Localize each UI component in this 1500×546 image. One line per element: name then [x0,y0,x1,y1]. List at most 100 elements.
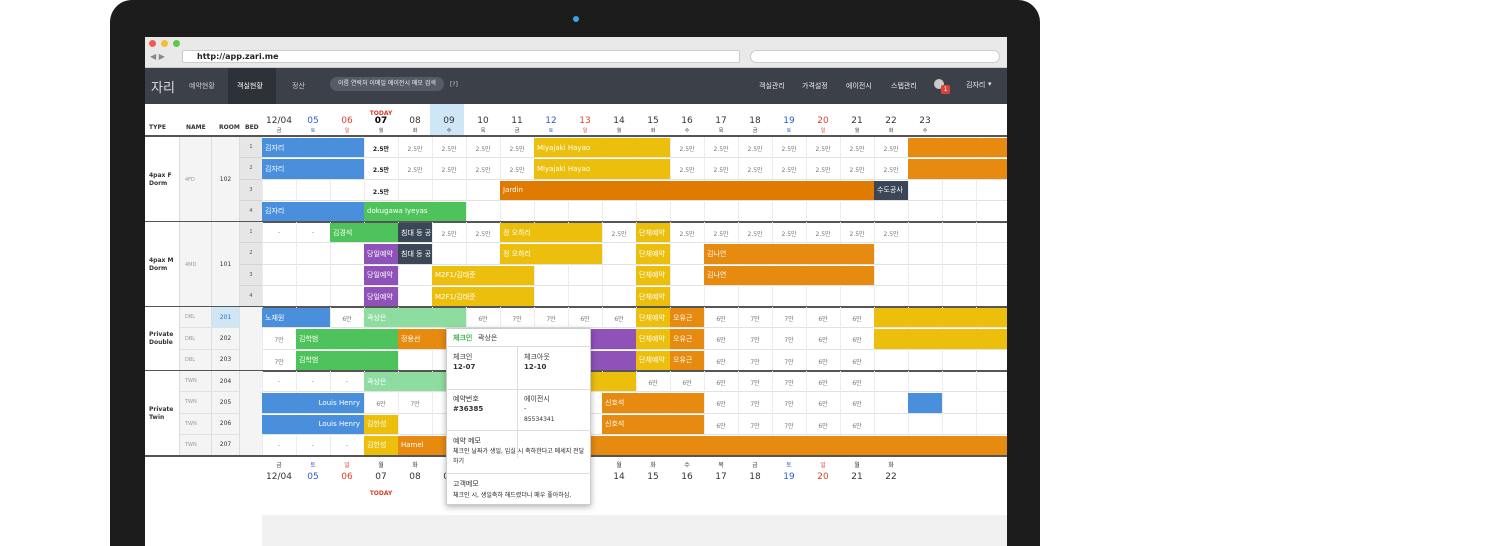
booking-bar[interactable]: 단체예약 [636,286,670,307]
cell-line [738,158,739,180]
nav-menu-item[interactable]: 정산 [292,82,305,90]
booking-bar[interactable]: 당일예약 [364,244,398,264]
today-label: TODAY [369,490,393,497]
row-line [240,327,1007,329]
booking-bar[interactable]: 정 오하리 [500,244,602,264]
cell-line [942,285,943,308]
booking-bar[interactable]: 단체예약 [636,223,670,243]
browser-search[interactable] [750,50,1000,63]
price: 2.5만 [815,146,831,153]
booking-bar[interactable]: 김한성 [364,414,398,434]
cell-line [602,222,603,244]
price: 2.5만 [883,146,899,153]
booking-bar[interactable] [908,393,942,413]
nav-right-item[interactable]: 에이전시 [846,82,872,90]
user-menu[interactable]: 김자리 [966,81,986,89]
minimize-dot[interactable] [161,40,168,47]
booking-bar[interactable]: 오유근 [670,350,704,370]
booking-bar[interactable]: 수도공사 [874,180,908,200]
url-bar[interactable]: http://app.zari.me [182,50,740,63]
nav-menu-item[interactable]: 객실현황 [237,82,263,90]
cell-line [772,285,773,308]
cell-line [806,285,807,308]
bottom-weekday: 월 [854,462,860,469]
cell-line [738,392,739,414]
price: 6만 [818,422,828,430]
booking-bar[interactable]: 곽상은 [364,371,466,392]
bottom-date: 06 [341,472,353,482]
price: 6만 [648,379,658,387]
booking-bar[interactable]: 김학범 [296,329,398,349]
price: 2.5만 [407,146,423,153]
booking-bar[interactable]: 침대 등 공 [398,244,432,264]
booking-bar[interactable]: 김나연 [704,265,874,285]
booking-bar[interactable]: 단체예약 [636,329,670,349]
booking-bar[interactable]: Miyajaki Hayao [534,159,670,179]
booking-bar[interactable]: 당일예약 [364,286,398,307]
nav-right-item[interactable]: 객실관리 [759,82,785,90]
nav-right-item[interactable]: 가격설정 [802,82,828,90]
booking-bar[interactable]: 단체예약 [636,350,670,370]
booking-bar[interactable]: 오유근 [670,308,704,328]
search-input[interactable]: 이름 연락처 이메일 에이전시 메모 검색 [330,77,444,91]
booking-bar[interactable]: M2F1/김태준 [432,286,534,307]
cell-line [636,200,637,223]
booking-bar[interactable]: 오유근 [670,329,704,349]
booking-bar[interactable] [908,159,1007,179]
booking-bar[interactable]: Miyajaki Hayao [534,138,670,158]
booking-bar[interactable] [908,138,1007,158]
booking-bar[interactable]: 노재원 [262,308,330,328]
booking-bar[interactable]: 침대 등 공 [398,223,432,243]
bottom-date: 08 [409,472,421,482]
booking-bar[interactable]: 신호석 [602,414,704,434]
cell-line [602,285,603,308]
booking-bar[interactable]: 김자리 [262,138,364,158]
price: 6만 [716,379,726,387]
divider [446,473,591,474]
globe-icon[interactable] [934,79,944,89]
nav-right-item[interactable]: 스텝관리 [891,82,917,90]
booking-bar[interactable] [874,308,1007,328]
booking-bar[interactable]: Louis Henry [262,414,364,434]
booking-bar[interactable]: 곽상은 [364,308,466,328]
price: 2.5만 [679,146,695,153]
booking-bar[interactable]: 단체예약 [636,265,670,285]
booking-bar[interactable]: 김자리 [262,159,364,179]
weekday-label: 금 [752,128,758,134]
user-caret[interactable]: ▾ [988,80,992,88]
booking-bar[interactable]: 단체예약 [636,244,670,264]
cell-line [568,285,569,308]
weekday-label: 금 [514,128,520,134]
booking-bar[interactable] [874,329,1007,349]
bottom-weekday: 월 [378,462,384,469]
nav-arrows[interactable]: ◀ ▶ [150,52,165,61]
booking-bar[interactable]: 단체예약 [636,308,670,328]
logo[interactable]: 자리 [151,81,175,96]
booking-bar[interactable]: 김나연 [704,244,874,264]
cell-line [398,392,399,414]
bottom-date: 05 [307,472,319,482]
booking-bar[interactable]: 당일예약 [364,265,398,285]
booking-bar[interactable]: 정 오하리 [500,223,602,243]
bed-cell [240,392,262,414]
booking-bar[interactable]: 김경석 [330,223,398,243]
nav-menu-item[interactable]: 예약현황 [189,82,215,90]
name-cell: TWN [180,370,212,393]
price: 2.5만 [441,167,457,175]
booking-bar[interactable]: 신호석 [602,393,704,413]
cell-line [772,137,773,159]
room-cell: 207 [212,434,240,457]
bottom-date: 15 [647,472,659,482]
booking-bar[interactable]: dokugawa Iyeyas [364,201,466,222]
help[interactable]: [?] [450,81,458,88]
booking-bar[interactable]: Louis Henry [262,393,364,413]
cell-line [874,392,875,414]
booking-bar[interactable]: M2F1/김태준 [432,265,534,285]
booking-bar[interactable]: 김한성 [364,435,398,456]
maximize-dot[interactable] [173,40,180,47]
booking-bar[interactable]: 김학범 [296,350,398,370]
booking-bar[interactable]: Jardin [500,180,874,200]
booking-bar[interactable]: 김자리 [262,201,364,222]
cell-line [466,200,467,223]
close-dot[interactable] [149,40,156,47]
